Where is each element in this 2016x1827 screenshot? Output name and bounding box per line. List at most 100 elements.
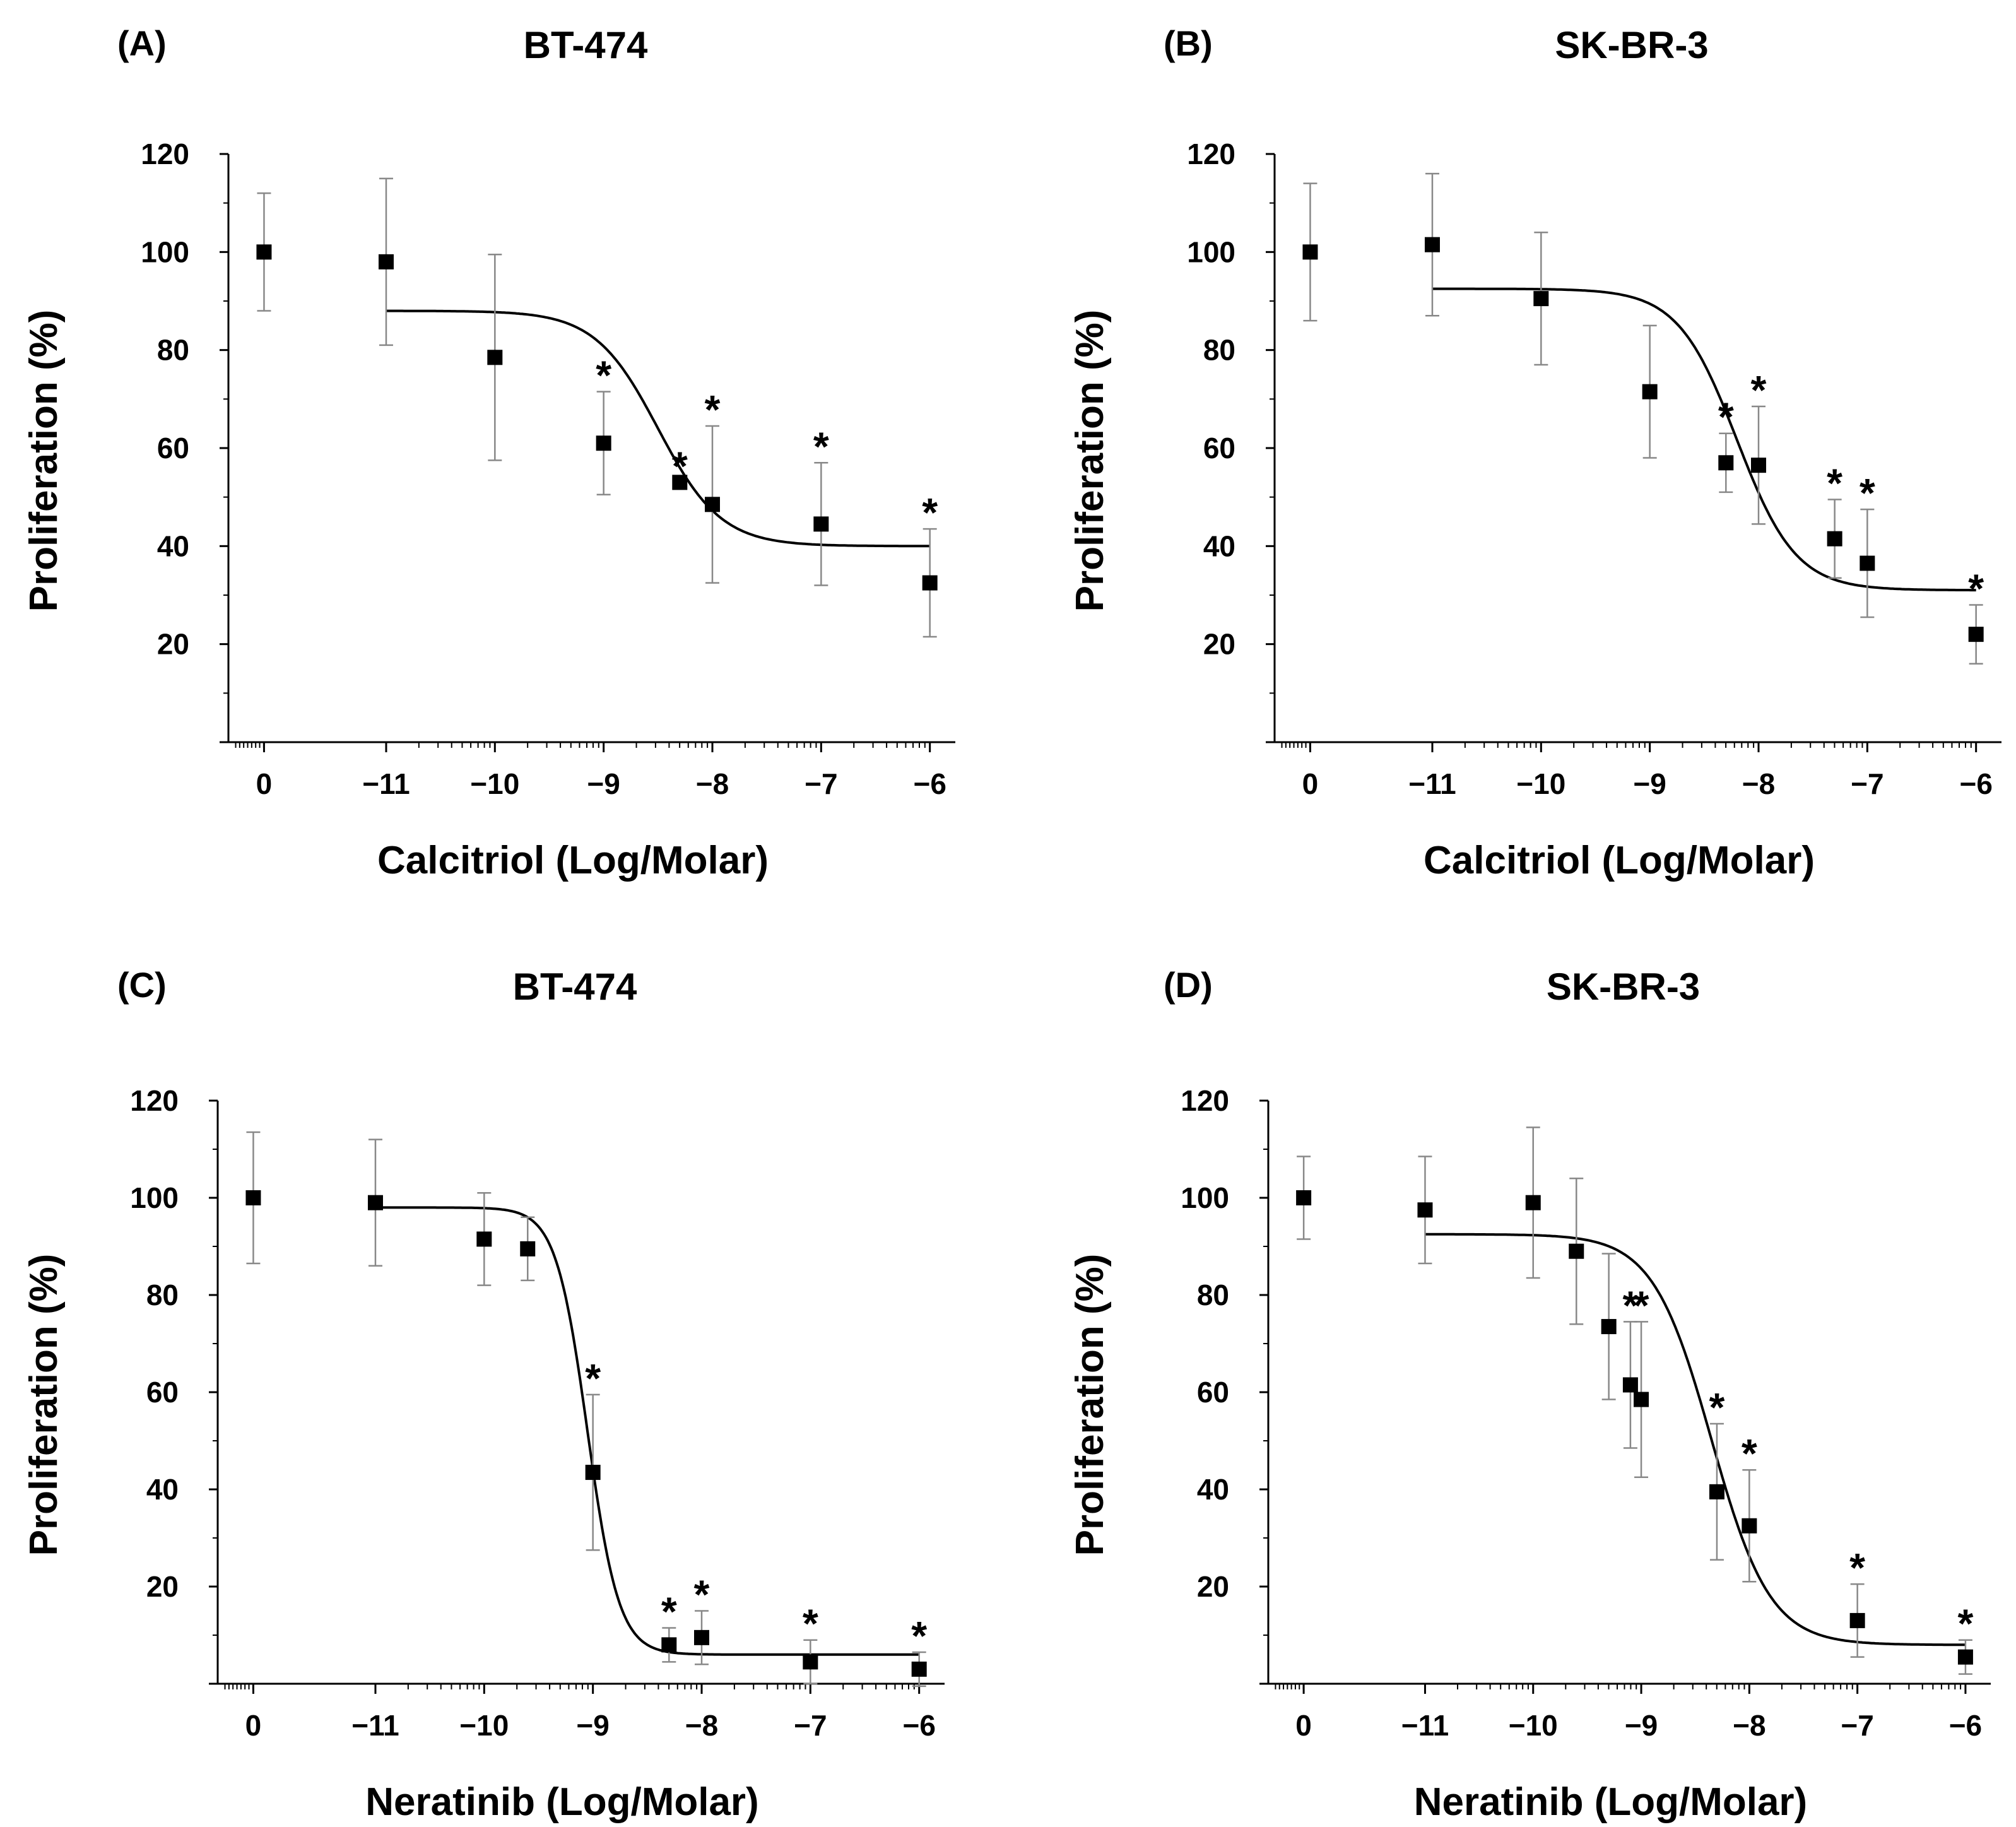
x-tick-label: −9 bbox=[576, 1709, 609, 1742]
x-tick-label: −8 bbox=[1733, 1709, 1765, 1742]
y-tick-label: 20 bbox=[1203, 628, 1235, 661]
x-axis-label: Calcitriol (Log/Molar) bbox=[1424, 839, 1815, 882]
data-point bbox=[1634, 1392, 1649, 1407]
y-tick-label: 120 bbox=[1181, 1084, 1229, 1117]
data-point bbox=[1827, 531, 1842, 547]
y-tick-label: 40 bbox=[146, 1473, 179, 1506]
significance-marker: * bbox=[1709, 1385, 1725, 1430]
significance-marker: * bbox=[1968, 566, 1984, 612]
chart-panel-2: (B) SK-BR-3 20 40 60 80 100 120 0 −11 −10 −9 −8 −7 −6 C… bbox=[1068, 23, 2001, 882]
chart-title: BT-474 bbox=[513, 966, 637, 1008]
y-tick-label: 60 bbox=[1197, 1376, 1229, 1409]
data-point bbox=[1751, 458, 1767, 473]
data-point bbox=[520, 1241, 536, 1256]
y-axis-label: Proliferation (%) bbox=[1068, 310, 1112, 612]
x-tick-label: −6 bbox=[913, 767, 946, 800]
y-tick-label: 60 bbox=[157, 432, 189, 464]
data-point bbox=[476, 1231, 492, 1247]
x-axis-label: Neratinib (Log/Molar) bbox=[365, 1780, 758, 1824]
y-tick-label: 80 bbox=[1197, 1279, 1229, 1311]
data-point bbox=[1302, 244, 1318, 260]
x-tick-label: −11 bbox=[1401, 1709, 1449, 1742]
x-tick-label: −7 bbox=[805, 767, 837, 800]
data-point bbox=[813, 516, 829, 532]
x-tick-label: −11 bbox=[1408, 767, 1456, 800]
y-axis-label: Proliferation (%) bbox=[22, 310, 66, 612]
significance-marker: * bbox=[813, 423, 829, 469]
x-tick-label: 0 bbox=[1302, 767, 1319, 800]
data-point bbox=[922, 575, 938, 591]
x-tick-label: −10 bbox=[459, 1709, 509, 1742]
fit-curve bbox=[1432, 287, 1976, 592]
data-point bbox=[1533, 291, 1549, 307]
x-tick-label: −9 bbox=[1625, 1709, 1658, 1742]
significance-marker: * bbox=[911, 1613, 927, 1658]
data-point bbox=[1296, 1190, 1312, 1205]
x-tick-label: −8 bbox=[696, 767, 729, 800]
data-point bbox=[1718, 455, 1734, 471]
y-tick-label: 100 bbox=[1187, 235, 1235, 268]
data-point bbox=[1957, 1649, 1973, 1665]
y-tick-label: 20 bbox=[1197, 1570, 1229, 1603]
x-tick-label: −7 bbox=[1841, 1709, 1873, 1742]
significance-marker: * bbox=[1827, 461, 1842, 506]
significance-marker: * bbox=[672, 443, 688, 488]
fit-curve bbox=[1425, 1233, 1966, 1647]
chart-title: SK-BR-3 bbox=[1555, 24, 1708, 66]
significance-marker: * bbox=[694, 1572, 710, 1617]
fit-curve bbox=[375, 1206, 919, 1656]
data-point bbox=[672, 475, 688, 490]
y-tick-label: 80 bbox=[146, 1279, 179, 1311]
significance-marker: * bbox=[1742, 1431, 1757, 1476]
data-point bbox=[367, 1195, 383, 1210]
y-tick-label: 20 bbox=[146, 1570, 179, 1603]
data-point bbox=[378, 254, 394, 269]
chart-panel-4: (D) SK-BR-3 20 40 60 80 100 120 0 −11 −10 −9 −8 −7 −6 N… bbox=[1068, 965, 1991, 1824]
x-tick-label: −8 bbox=[1742, 767, 1775, 800]
significance-marker: * bbox=[1860, 470, 1875, 516]
x-tick-label: 0 bbox=[1295, 1709, 1312, 1742]
panel-letter: (A) bbox=[117, 23, 167, 63]
data-point bbox=[1417, 1202, 1433, 1218]
data-point bbox=[1968, 627, 1984, 642]
y-axis-label: Proliferation (%) bbox=[22, 1254, 66, 1556]
x-tick-label: 0 bbox=[256, 767, 273, 800]
x-tick-label: −11 bbox=[351, 1709, 399, 1742]
y-tick-label: 100 bbox=[1181, 1181, 1229, 1214]
y-tick-label: 100 bbox=[130, 1181, 179, 1214]
chart-panel-1: (A) BT-474 20 40 60 80 100 120 0 −11 −10 −9 −8 −7 −6 Ca… bbox=[22, 23, 955, 882]
data-point bbox=[694, 1629, 710, 1645]
data-point bbox=[1709, 1484, 1724, 1499]
panel-letter: (C) bbox=[117, 965, 167, 1005]
data-point bbox=[1424, 237, 1440, 252]
x-tick-label: −9 bbox=[1633, 767, 1666, 800]
data-point bbox=[1860, 555, 1875, 571]
y-tick-label: 60 bbox=[1203, 432, 1235, 464]
y-tick-label: 60 bbox=[146, 1376, 179, 1409]
x-tick-label: −7 bbox=[794, 1709, 827, 1742]
significance-marker: * bbox=[1634, 1282, 1649, 1328]
data-point bbox=[1601, 1319, 1617, 1335]
fit-curve bbox=[386, 309, 930, 548]
x-tick-label: −6 bbox=[902, 1709, 935, 1742]
x-axis-label: Neratinib (Log/Molar) bbox=[1414, 1780, 1807, 1824]
y-tick-label: 80 bbox=[1203, 334, 1235, 367]
x-tick-label: −6 bbox=[1949, 1709, 1982, 1742]
y-tick-label: 40 bbox=[1203, 529, 1235, 562]
significance-marker: * bbox=[1718, 394, 1734, 440]
significance-marker: * bbox=[1957, 1601, 1973, 1647]
data-point bbox=[1742, 1518, 1757, 1534]
chart-title: BT-474 bbox=[524, 24, 648, 66]
data-point bbox=[803, 1654, 818, 1670]
y-tick-label: 100 bbox=[141, 235, 189, 268]
data-point bbox=[256, 244, 272, 260]
y-tick-label: 40 bbox=[1197, 1473, 1229, 1506]
chart-panel-3: (C) BT-474 20 40 60 80 100 120 0 −11 −10 −9 −8 −7 −6 Ne… bbox=[22, 965, 945, 1824]
y-tick-label: 120 bbox=[1187, 138, 1235, 170]
significance-marker: * bbox=[585, 1356, 601, 1401]
x-tick-label: −10 bbox=[1509, 1709, 1558, 1742]
y-tick-label: 40 bbox=[157, 529, 189, 562]
x-tick-label: −9 bbox=[587, 767, 620, 800]
significance-marker: * bbox=[705, 387, 721, 432]
